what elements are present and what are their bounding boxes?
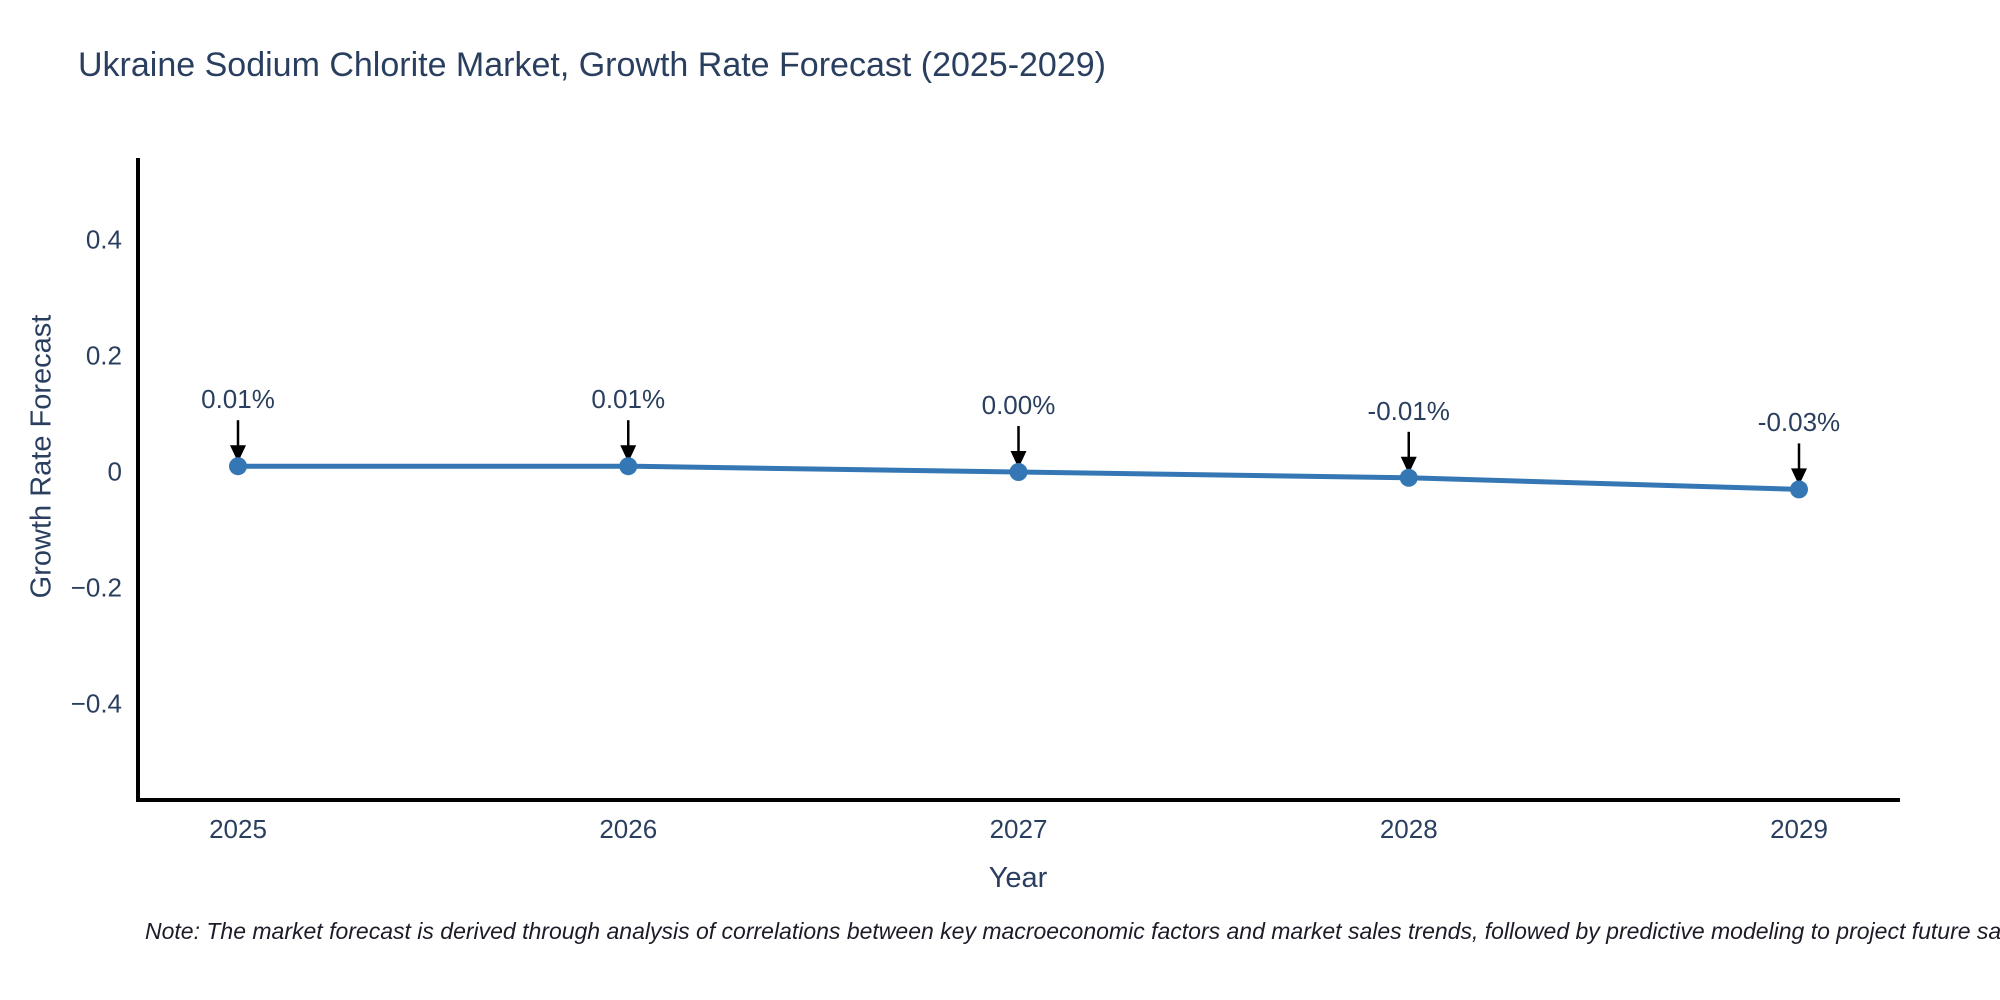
annotation-arrowhead-icon	[1400, 456, 1417, 474]
data-point-marker[interactable]	[619, 457, 638, 476]
point-annotation-label: -0.03%	[1757, 407, 1841, 438]
y-tick-label: 0.2	[85, 340, 122, 371]
point-annotation-label: 0.01%	[201, 384, 275, 415]
x-axis-line	[136, 798, 1900, 802]
x-tick-label: 2029	[1770, 814, 1828, 844]
y-tick-label: 0.4	[85, 224, 122, 255]
y-tick-label: −0.2	[70, 572, 122, 603]
x-tick-label: 2027	[989, 814, 1048, 844]
data-point-marker[interactable]	[1009, 463, 1028, 481]
point-annotation-label: -0.01%	[1367, 395, 1450, 426]
y-tick-label: 0	[107, 456, 122, 487]
x-tick-label: 2028	[1379, 814, 1438, 844]
point-annotation-label: 0.01%	[591, 384, 666, 415]
x-tick-label: 2026	[599, 814, 658, 844]
annotation-arrowhead-icon	[230, 445, 246, 463]
data-point-marker[interactable]	[1790, 480, 1808, 499]
y-axis-line	[136, 158, 140, 802]
data-point-marker[interactable]	[1399, 468, 1418, 487]
chart-footnote: Note: The market forecast is derived thr…	[145, 918, 2000, 944]
x-tick-label: 2025	[209, 814, 267, 844]
annotation-arrowhead-icon	[620, 445, 637, 463]
data-point-marker[interactable]	[229, 457, 247, 476]
annotation-arrowhead-icon	[1791, 468, 1807, 486]
point-annotation-label: 0.00%	[981, 390, 1056, 420]
chart-title: Ukraine Sodium Chlorite Market, Growth R…	[78, 46, 1106, 84]
y-tick-label: −0.4	[70, 688, 122, 719]
annotation-arrowhead-icon	[1010, 451, 1027, 468]
x-axis-title: Year	[988, 862, 1048, 894]
